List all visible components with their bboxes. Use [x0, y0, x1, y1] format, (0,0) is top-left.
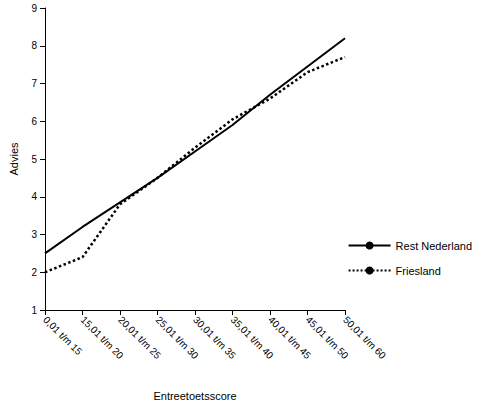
- svg-text:30,01 t/m 35: 30,01 t/m 35: [191, 314, 239, 362]
- svg-text:35,01 t/m 40: 35,01 t/m 40: [228, 314, 276, 362]
- svg-text:8: 8: [31, 40, 37, 51]
- svg-text:Advies: Advies: [8, 142, 20, 176]
- svg-text:0,01 t/m 15: 0,01 t/m 15: [41, 314, 84, 357]
- svg-text:4: 4: [31, 191, 37, 202]
- svg-text:15,01 t/m 20: 15,01 t/m 20: [78, 314, 126, 362]
- svg-text:9: 9: [31, 3, 37, 14]
- svg-text:6: 6: [31, 116, 37, 127]
- svg-text:Entreetoetsscore: Entreetoetsscore: [153, 390, 236, 402]
- svg-text:20,01 t/m 25: 20,01 t/m 25: [116, 314, 164, 362]
- svg-text:25,01 t/m 30: 25,01 t/m 30: [153, 314, 201, 362]
- svg-text:40,01 t/m 45: 40,01 t/m 45: [266, 314, 314, 362]
- svg-text:1: 1: [31, 305, 37, 316]
- svg-text:45,01 t/m 50: 45,01 t/m 50: [303, 314, 351, 362]
- svg-text:50,01 t/m 60: 50,01 t/m 60: [341, 314, 388, 361]
- svg-text:2: 2: [31, 267, 37, 278]
- svg-text:Rest Nederland: Rest Nederland: [396, 240, 472, 252]
- svg-text:7: 7: [31, 78, 37, 89]
- svg-text:Friesland: Friesland: [396, 265, 441, 277]
- svg-text:5: 5: [31, 154, 37, 165]
- svg-text:3: 3: [31, 229, 37, 240]
